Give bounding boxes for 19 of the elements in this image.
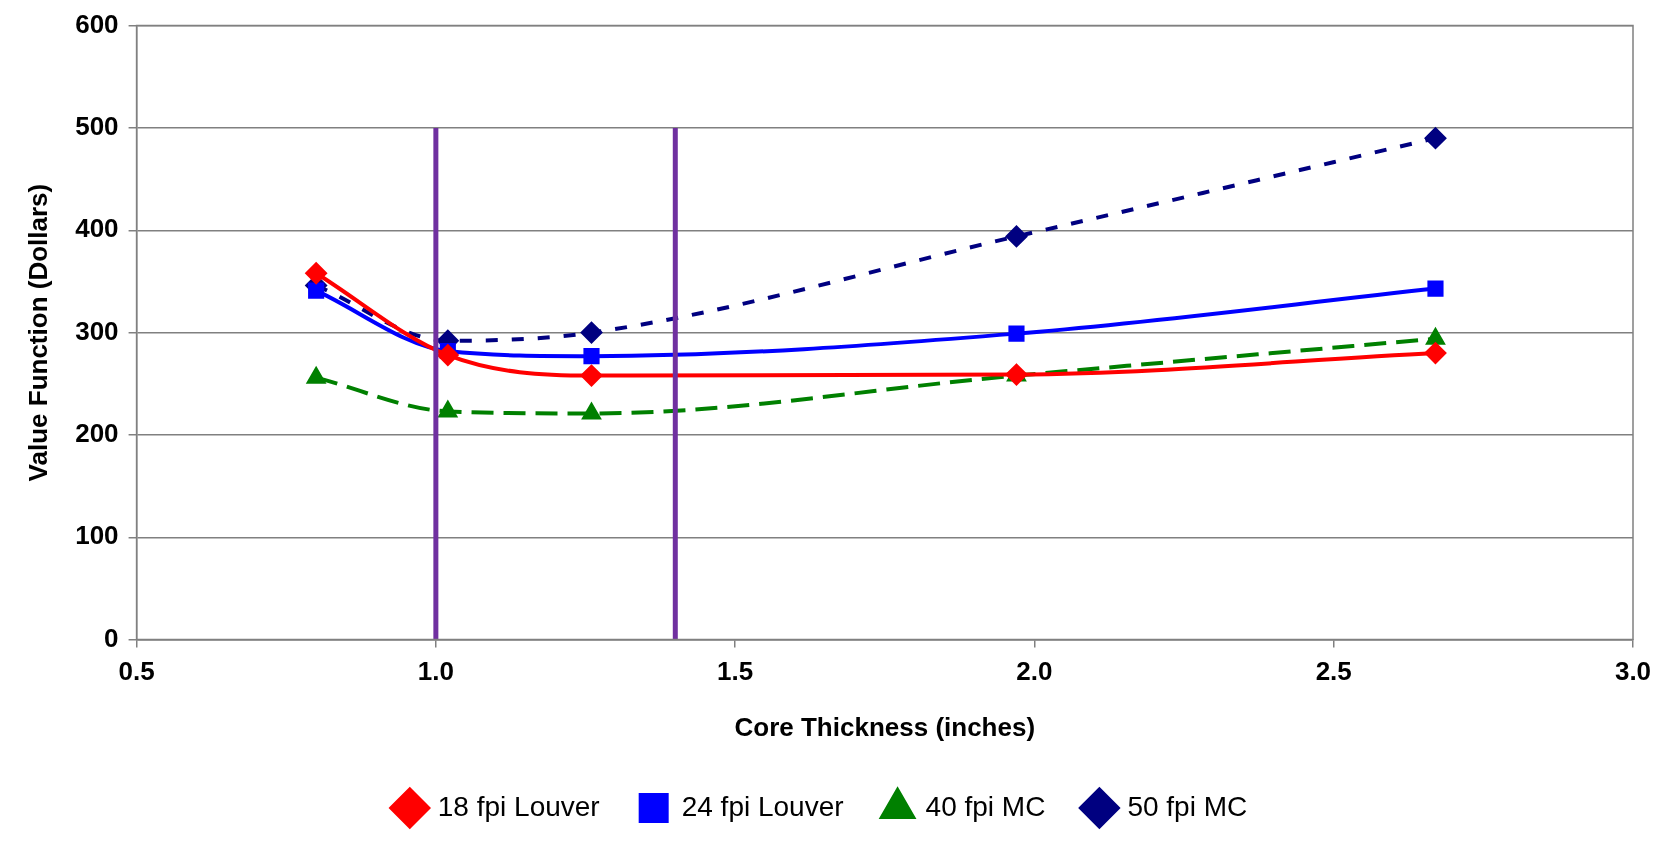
y-tick-label: 600 — [75, 8, 119, 39]
legend-label: 18 fpi Louver — [437, 790, 600, 822]
y-tick-label: 0 — [104, 622, 119, 653]
legend-label: 50 fpi MC — [1127, 790, 1248, 822]
x-tick-label: 1.0 — [417, 656, 454, 687]
y-tick-label: 200 — [75, 418, 119, 449]
y-tick-label: 400 — [75, 213, 119, 244]
y-tick-label: 300 — [75, 315, 119, 346]
x-tick-label: 2.5 — [1315, 656, 1352, 687]
y-tick-label: 100 — [75, 520, 119, 551]
legend-label: 40 fpi MC — [925, 790, 1046, 822]
x-tick-label: 2.0 — [1016, 656, 1053, 687]
y-tick-label: 500 — [75, 111, 119, 142]
x-tick-label: 0.5 — [118, 656, 155, 687]
x-tick-label: 3.0 — [1614, 656, 1652, 687]
y-axis-title: Value Function (Dollars) — [22, 183, 53, 482]
legend-label: 24 fpi Louver — [681, 790, 844, 822]
x-axis-title: Core Thickness (inches) — [734, 711, 1036, 742]
x-tick-label: 1.5 — [717, 656, 754, 687]
